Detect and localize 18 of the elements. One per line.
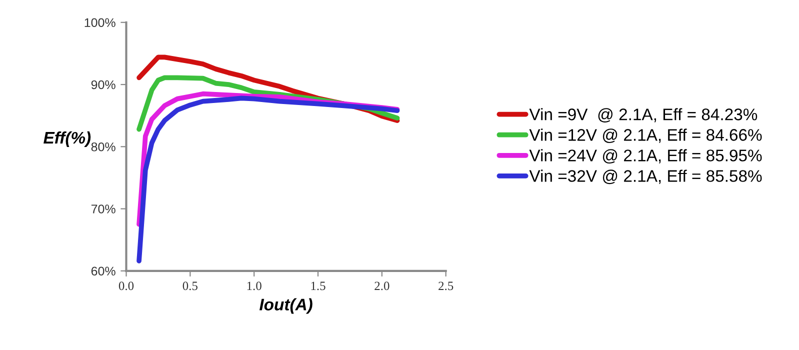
legend-label: Vin =12V @ 2.1A, Eff = 84.66% [529, 128, 762, 143]
y-tick-label: 60% [91, 266, 116, 276]
y-tick-label: 80% [91, 142, 116, 152]
x-tick-label: 0.0 [118, 282, 134, 290]
y-tick-label: 90% [91, 80, 116, 90]
legend-label: Vin =32V @ 2.1A, Eff = 85.58% [529, 170, 762, 184]
x-tick-label: 0.5 [182, 282, 198, 290]
x-axis-title: Iout(A) [260, 298, 312, 314]
y-tick-label: 100% [84, 18, 116, 28]
legend-label: Vin =9V @ 2.1A, Eff = 84.23% [529, 108, 758, 122]
line-series [136, 96, 400, 264]
legend-label: Vin =24V @ 2.1A, Eff = 85.95% [529, 149, 762, 164]
y-tick-label: 70% [91, 204, 116, 214]
x-tick-label: 2.5 [438, 282, 454, 290]
y-axis-title: Eff(%) [44, 131, 91, 147]
x-tick-label: 1.5 [311, 282, 326, 290]
x-tick-label: 2.0 [374, 282, 390, 290]
x-tick-label: 1.0 [247, 282, 262, 290]
